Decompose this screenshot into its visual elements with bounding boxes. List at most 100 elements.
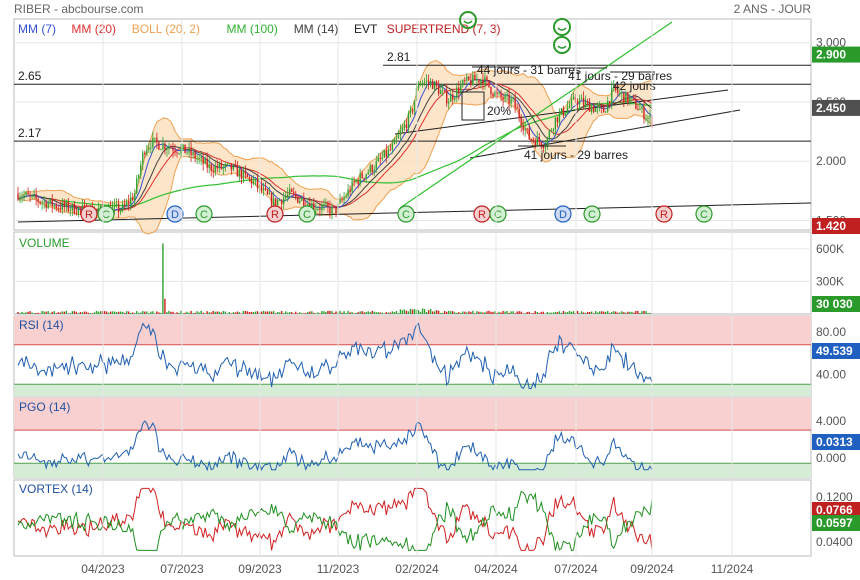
volume-bar: [216, 311, 218, 314]
candle-body: [351, 180, 353, 192]
volume-bar: [361, 311, 363, 314]
volume-bar: [409, 308, 412, 314]
candle-body: [371, 165, 373, 173]
candle-body: [462, 80, 464, 86]
candle-body: [77, 207, 80, 214]
volume-bar: [550, 312, 553, 314]
candle-body: [121, 204, 124, 211]
ma20-line: [17, 83, 653, 212]
badge-high-text: 2.900: [816, 48, 846, 62]
candle-body: [450, 94, 452, 102]
volume-bar: [164, 298, 166, 314]
percent-box: [461, 91, 485, 121]
volume-bar: [395, 311, 398, 314]
candle-body: [49, 199, 51, 204]
candle-body: [291, 188, 293, 192]
candle-body: [427, 80, 430, 83]
signal-letter: C: [102, 209, 110, 221]
candle-body: [192, 152, 194, 155]
candle-body: [613, 85, 615, 88]
volume-bar: [439, 312, 442, 314]
volume-bar: [558, 311, 561, 314]
candle-body: [619, 93, 621, 95]
volume-bar: [210, 312, 212, 314]
volume-bar: [51, 311, 53, 314]
volume-bar: [419, 311, 422, 314]
volume-bar: [359, 311, 361, 314]
measure-label: 42 jours: [613, 79, 656, 93]
legend-entry: MM (7): [18, 22, 56, 36]
candle-body: [476, 79, 478, 81]
volume-bar: [134, 313, 136, 314]
signal-marker: [655, 205, 673, 223]
volume-panel: VOLUME 600K 300K: [14, 236, 844, 314]
candle-body: [602, 106, 605, 113]
volume-bar: [73, 311, 76, 314]
volume-bar: [500, 312, 502, 314]
panel-title: VOLUME: [19, 236, 70, 250]
volume-bar: [295, 311, 297, 314]
volume-bar: [566, 312, 569, 314]
volume-bar: [39, 313, 41, 314]
candle-body: [385, 150, 388, 157]
volume-bar: [466, 312, 468, 314]
volume-bar: [95, 310, 98, 314]
volume-bar: [307, 311, 309, 314]
signal-letter: C: [494, 209, 502, 221]
candle-body: [144, 152, 146, 155]
candle-body: [331, 206, 333, 214]
candle-body: [270, 193, 273, 206]
volume-bar: [548, 312, 551, 314]
candle-body: [355, 180, 357, 182]
volume-bar: [160, 312, 162, 314]
volume-bar: [572, 311, 575, 314]
candle-body: [498, 92, 500, 94]
candle-body: [506, 94, 508, 96]
vortex-plus-line: [17, 487, 653, 551]
candle-body: [409, 109, 412, 113]
candle-body: [325, 203, 327, 205]
candle-body: [282, 197, 285, 204]
candle-body: [345, 196, 347, 198]
volume-bar: [341, 312, 343, 314]
volume-bar: [184, 312, 186, 314]
candle-body: [615, 85, 617, 91]
candle-body: [117, 203, 120, 212]
period-label[interactable]: 2 ANS - JOUR: [734, 2, 812, 16]
volume-bar: [99, 311, 102, 314]
volume-bar: [631, 311, 633, 314]
candle-body: [327, 203, 329, 207]
volume-bar: [433, 311, 436, 314]
volume-bar: [230, 313, 233, 314]
volume-bar: [389, 312, 392, 314]
level-label: 2.81: [387, 50, 411, 64]
candle-body: [25, 192, 27, 195]
volume-bar: [530, 313, 532, 314]
volume-bar: [514, 313, 516, 314]
candle-body: [472, 74, 474, 86]
volume-bar: [496, 312, 498, 314]
volume-bar: [140, 312, 142, 314]
candle-body: [629, 98, 631, 103]
volume-bar: [480, 311, 482, 314]
candle-body: [572, 96, 575, 99]
volume-bar: [568, 310, 571, 314]
candle-body: [592, 106, 595, 112]
candle-body: [156, 137, 158, 143]
volume-bar: [55, 313, 57, 314]
candle-body: [391, 144, 394, 150]
volume-bar: [347, 310, 349, 314]
candle-body: [540, 141, 543, 147]
candle-body: [466, 76, 468, 81]
candle-body: [586, 101, 589, 103]
candle-body: [17, 193, 19, 200]
volume-bar: [524, 313, 526, 314]
volume-bar: [605, 311, 607, 314]
candle-body: [71, 203, 74, 211]
volume-bar: [399, 309, 402, 314]
candle-body: [623, 92, 625, 103]
candle-body: [244, 170, 247, 174]
volume-bar: [132, 312, 134, 314]
volume-bar: [417, 309, 420, 314]
level-label: 2.65: [18, 69, 42, 83]
